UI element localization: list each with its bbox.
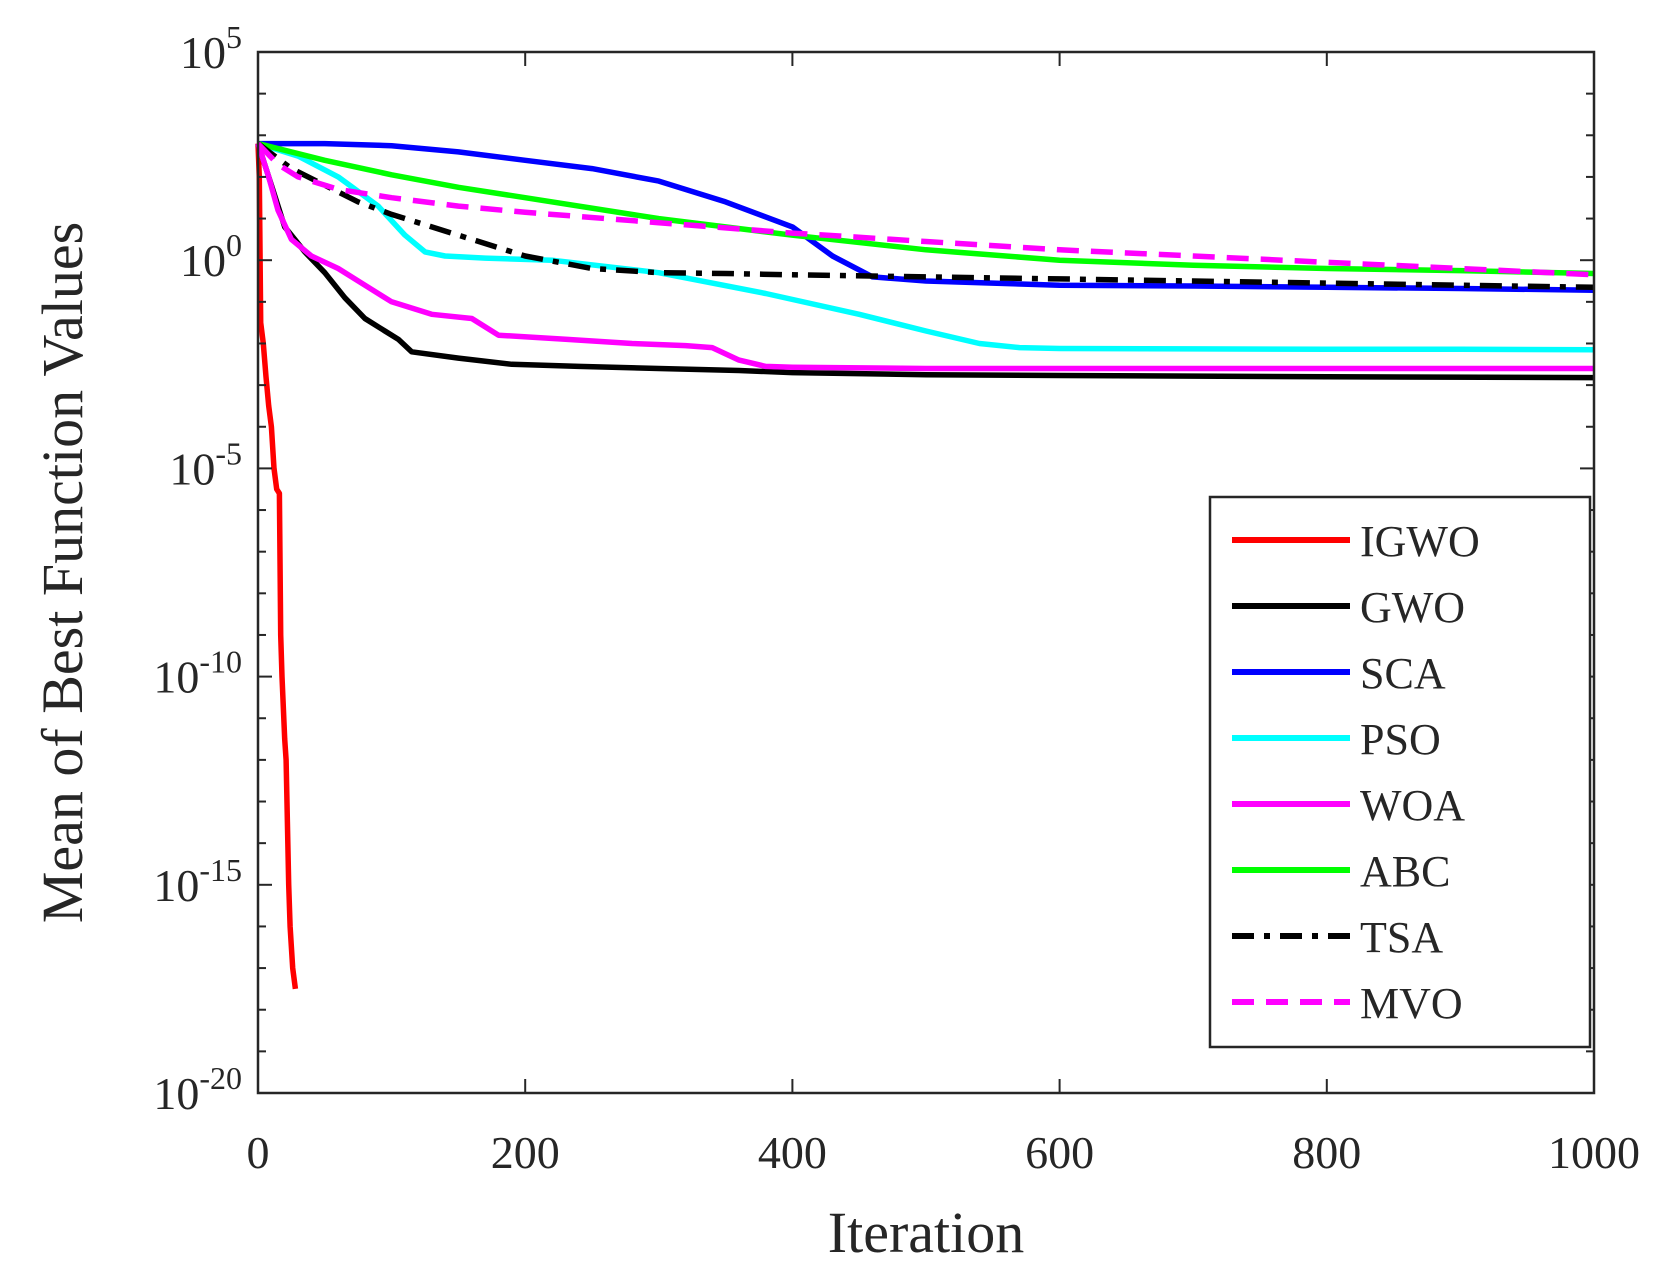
series-line-sca (258, 140, 1595, 293)
y-tick-label: 100 (180, 227, 242, 286)
series-line-tsa (256, 141, 1595, 291)
x-tick-label: 400 (758, 1127, 827, 1178)
x-axis-title: Iteration (828, 1200, 1024, 1265)
y-tick-label: 10-15 (153, 852, 242, 911)
legend-label-mvo: MVO (1360, 979, 1463, 1028)
plot-frame (256, 50, 1596, 1095)
x-tick-label: 0 (247, 1127, 270, 1178)
legend-label-igwo: IGWO (1360, 517, 1480, 566)
y-tick-label: 10-20 (153, 1060, 242, 1119)
x-tick-label: 800 (1292, 1127, 1361, 1178)
legend-label-sca: SCA (1360, 649, 1446, 698)
plot-lines (255, 140, 1595, 990)
series-line-mvo (256, 141, 1595, 278)
legend-box (1208, 495, 1592, 1049)
y-tick-label: 10-5 (169, 435, 242, 494)
x-tick-label: 1000 (1548, 1127, 1640, 1178)
series-line-igwo (255, 143, 299, 990)
legend-label-tsa: TSA (1360, 913, 1443, 962)
x-tick-labels: 0 200 400 600 800 1000 (247, 1127, 1641, 1178)
series-line-woa (255, 142, 1594, 372)
series-line-pso (257, 140, 1595, 353)
y-tick-label: 10-10 (153, 644, 242, 703)
legend-label-woa: WOA (1360, 781, 1465, 830)
x-tick-label: 200 (491, 1127, 560, 1178)
legend: IGWO GWO SCA PSO WOA ABC TSA MVO (1208, 495, 1592, 1049)
y-axis-title: Mean of Best Function Values (30, 222, 95, 923)
x-tick-label: 600 (1025, 1127, 1094, 1178)
legend-label-pso: PSO (1360, 715, 1441, 764)
legend-label-abc: ABC (1360, 847, 1450, 896)
y-tick-labels: 105 100 10-5 10-10 10-15 10-20 (153, 19, 242, 1119)
y-tick-label: 105 (180, 19, 242, 78)
legend-label-gwo: GWO (1360, 583, 1465, 632)
